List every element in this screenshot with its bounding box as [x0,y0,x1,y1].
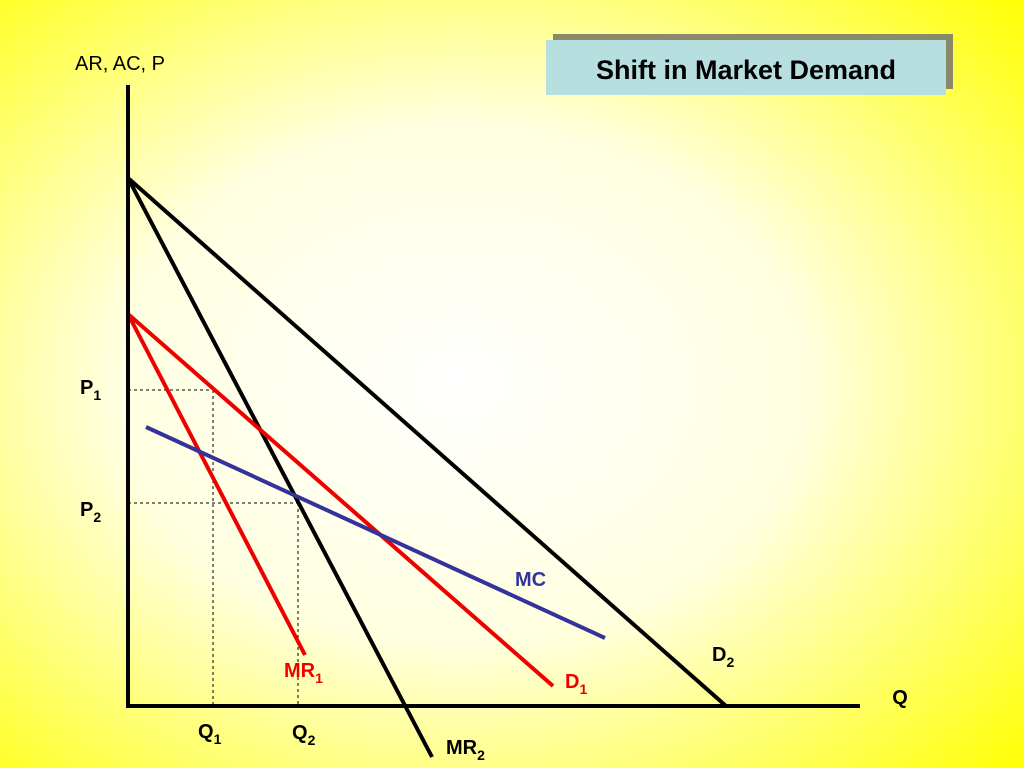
title-box [546,40,946,95]
mr2-label: MR2 [446,737,485,763]
guides [128,389,299,706]
label-main: D [565,671,579,693]
d1-line [126,312,555,688]
label-sub: 1 [579,681,587,697]
label-sub: 2 [308,732,316,748]
y-axis-label: AR, AC, P [75,53,165,75]
x-axis-label: Q [892,687,908,709]
label-sub: 1 [214,731,222,747]
label-main: MR [446,737,478,759]
q2-label: Q2 [292,722,316,748]
q1-label: Q1 [198,721,222,747]
label-sub: 1 [93,387,101,403]
mr2-line [126,177,434,758]
label-sub: 1 [315,670,323,686]
mc-label: MC [515,569,546,591]
mc-line [145,425,606,640]
label-main: Q [292,722,308,744]
mr1-line [126,313,307,656]
d1-label: D1 [565,671,587,697]
label-sub: 2 [726,654,734,670]
d2-line [126,176,728,708]
p2-label: P2 [80,499,101,525]
d2-label: D2 [712,644,734,670]
label-main: MR [284,660,316,682]
mr1-label: MR1 [284,660,323,686]
label-sub: 2 [477,747,485,763]
label-sub: 2 [93,509,101,525]
label-main: P [80,377,93,399]
label-main: MC [515,569,546,591]
label-main: P [80,499,93,521]
label-main: Q [198,721,214,743]
title: Shift in Market Demand [596,55,896,85]
label-main: D [712,644,726,666]
p1-label: P1 [80,377,101,403]
